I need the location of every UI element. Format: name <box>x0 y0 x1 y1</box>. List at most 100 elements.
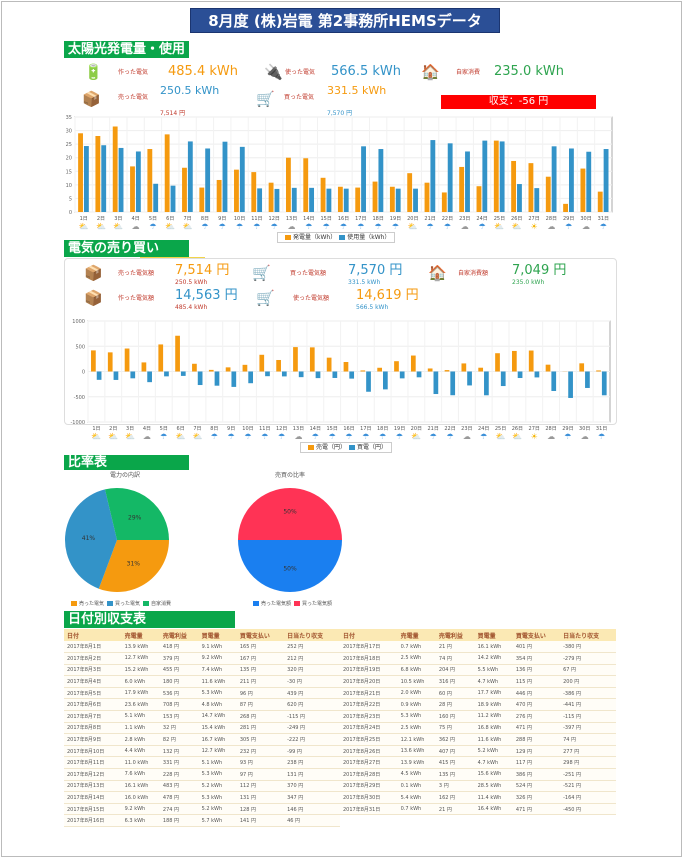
bar-series1 <box>251 172 257 212</box>
page-title: 8月度 (株)岩電 第2事務所HEMSデータ <box>190 8 500 33</box>
x-tick-label: 9日 <box>227 426 235 432</box>
table-cell: 12.7 kWh <box>198 745 237 758</box>
table-cell: 6.0 kWh <box>121 675 160 688</box>
trade-bought-label: 買った電気額 <box>290 270 327 277</box>
weather-rain-sun-icon: ☂ <box>311 432 319 441</box>
table-cell: 1.1 kWh <box>121 722 160 735</box>
table-cell: -450 円 <box>560 803 616 816</box>
table-cell: 132 円 <box>159 745 199 758</box>
bar-series1 <box>580 168 586 212</box>
table-cell: 18.9 kWh <box>474 698 513 712</box>
x-tick-label: 9日 <box>218 216 226 222</box>
table-cell: 11.4 kWh <box>474 791 513 804</box>
weather-cloud-icon: ☁ <box>460 222 469 231</box>
bar-series2 <box>465 151 470 212</box>
weather-rain-sun-icon: ☂ <box>149 222 157 231</box>
section-header-ratio: 比率表 <box>64 455 189 470</box>
trade-card <box>64 258 617 425</box>
table-row: 2017年8月12日 7.6 kWh 228 円 5.3 kWh 97 円 131 円 <box>64 768 340 781</box>
table-cell: 16.0 kWh <box>121 791 160 804</box>
table-cell: 15.4 kWh <box>198 722 237 735</box>
table-row: 2017年8月13日 16.1 kWh 483 円 5.2 kWh 112 円 370 円 <box>64 780 340 793</box>
used-value: 566.5 kWh <box>331 64 401 79</box>
swatch <box>253 601 259 606</box>
section-header-table: 日付別収支表 <box>64 611 235 628</box>
table-row: 2017年8月5日 17.9 kWh 536 円 5.3 kWh 96 円 439 円 <box>64 687 340 700</box>
bar-series2 <box>197 371 203 386</box>
table-cell: -115 円 <box>560 710 616 723</box>
table-cell: 4.8 kWh <box>198 698 237 712</box>
bar-series2 <box>153 183 159 212</box>
weather-rain-icon: ☂ <box>261 432 269 441</box>
battery-charge-icon: 🔋 <box>84 63 103 81</box>
y-tick-label: 0 <box>82 370 85 376</box>
bar-series2 <box>517 371 523 379</box>
bar-series2 <box>517 184 522 212</box>
table-cell: 14.7 kWh <box>198 710 237 723</box>
table-cell: 2017年8月31日 <box>340 803 398 816</box>
table-cell: 5.2 kWh <box>474 745 513 758</box>
table-cell: 277 円 <box>560 745 616 758</box>
weather-cloud-sun-icon: ⛅ <box>78 222 89 231</box>
bar-series2 <box>482 140 488 212</box>
table-cell: 23.6 kWh <box>121 698 160 712</box>
table-cell: 455 円 <box>159 664 199 677</box>
cart-bolt-icon: 🛒 <box>252 264 271 282</box>
bar-series1 <box>528 163 534 212</box>
y-tick-label: 500 <box>75 344 85 350</box>
weather-cloud-sun-icon: ⛅ <box>512 432 523 441</box>
x-tick-label: 21日 <box>424 216 435 222</box>
bar-series1 <box>394 361 399 372</box>
trade-sold-value: 7,514 円 <box>175 263 230 278</box>
bar-series1 <box>493 140 499 212</box>
y-tick-label: -1000 <box>70 420 85 426</box>
table-cell: 5.4 kWh <box>397 791 436 804</box>
weather-rain-icon: ☂ <box>218 222 226 231</box>
x-tick-label: 12日 <box>269 216 280 222</box>
weather-rain-icon: ☂ <box>339 222 348 231</box>
bar-series2 <box>586 151 592 212</box>
table-cell: 16.8 kWh <box>474 722 513 735</box>
table-cell: 228 円 <box>159 768 199 781</box>
bar-series2 <box>315 371 321 379</box>
table-cell: 160 円 <box>435 710 475 723</box>
x-tick-label: 23日 <box>461 426 472 432</box>
house-bolt-icon: 🏠 <box>428 264 447 282</box>
table-cell: -99 円 <box>284 745 340 758</box>
table-cell: 11.6 kWh <box>474 733 513 746</box>
weather-cloud-sun-icon: ⛅ <box>192 432 203 441</box>
table-cell: 128 円 <box>236 803 285 816</box>
x-tick-label: 30日 <box>580 216 591 222</box>
bar-series2 <box>101 145 107 212</box>
pie2-title: 売買の比率 <box>274 472 305 479</box>
weather-rain-icon: ☂ <box>328 432 336 441</box>
table-row: 2017年8月25日 12.1 kWh 362 円 11.6 kWh 288 円 74 円 <box>340 733 616 746</box>
x-tick-label: 3日 <box>114 216 122 222</box>
table-cell: 204 円 <box>435 664 475 677</box>
x-tick-label: 12日 <box>276 426 287 432</box>
legend-usage: 使用量（kWh） <box>347 234 391 241</box>
bar-series2 <box>222 141 228 212</box>
bar-series1 <box>158 344 164 372</box>
table-cell: 21 円 <box>435 803 475 816</box>
y-tick-label: 30 <box>66 129 72 135</box>
table-cell: 9.2 kWh <box>121 803 160 816</box>
table-cell: 252 円 <box>284 641 340 654</box>
weather-rain-icon: ☂ <box>564 432 572 441</box>
table-cell: 471 円 <box>512 803 561 816</box>
bar-series1 <box>309 347 315 372</box>
x-tick-label: 18日 <box>377 426 388 432</box>
x-tick-label: 19日 <box>394 426 405 432</box>
table-cell: 16.1 kWh <box>121 780 160 793</box>
bar-series2 <box>96 371 102 380</box>
table-cell: 439 円 <box>284 687 340 700</box>
bar-series2 <box>274 188 280 212</box>
table-cell: 320 円 <box>284 664 340 677</box>
bar-series1 <box>511 160 517 212</box>
table-cell: 4.4 kWh <box>121 745 160 758</box>
table-cell: 7.4 kWh <box>198 664 237 677</box>
legend-sell: 売電（円） <box>316 444 347 451</box>
column-header: 売電量 <box>397 629 436 641</box>
weather-cloud-sun-icon: ⛅ <box>125 432 136 441</box>
